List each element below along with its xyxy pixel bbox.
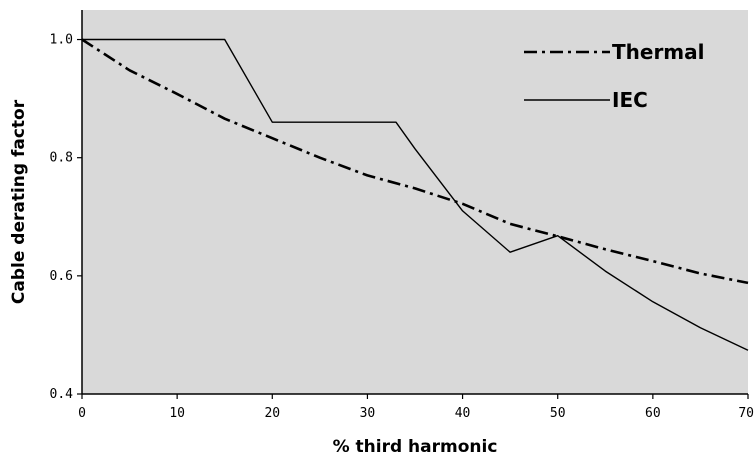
legend-label-thermal: Thermal: [612, 40, 705, 64]
series-line-thermal: [81, 38, 749, 285]
series-layer: [81, 38, 749, 351]
x-tick-label: 60: [645, 406, 661, 421]
x-axis-title: % third harmonic: [333, 437, 498, 457]
axes-layer: 0 10 20 30 40 50 60 70 0.4 0.6 0.8 1.0: [50, 10, 754, 421]
x-tick-label: 40: [455, 406, 471, 421]
x-tick-label: 20: [264, 406, 280, 421]
y-tick-label: 0.8: [50, 151, 73, 166]
plot-area-background: [82, 10, 748, 394]
legend: Thermal IEC: [524, 40, 705, 112]
y-tick-label: 1.0: [50, 33, 73, 48]
x-tick-label: 10: [169, 406, 185, 421]
y-tick-label: 0.4: [50, 387, 74, 402]
x-tick-label: 30: [360, 406, 376, 421]
x-tick-label: 0: [78, 406, 86, 421]
series-line-iec: [82, 38, 749, 351]
legend-label-iec: IEC: [612, 88, 648, 112]
x-tick-label: 70: [738, 406, 754, 421]
x-tick-label: 50: [550, 406, 566, 421]
y-tick-label: 0.6: [50, 269, 73, 284]
y-axis-title: Cable derating factor: [9, 99, 29, 304]
